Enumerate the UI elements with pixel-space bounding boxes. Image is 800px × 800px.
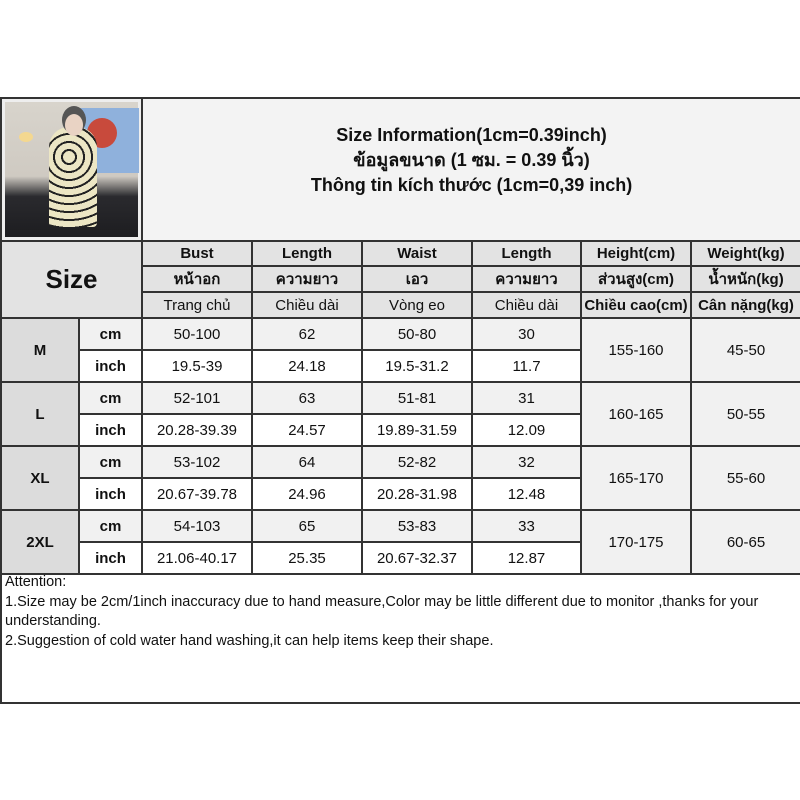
measurement-cell: 64	[251, 445, 363, 479]
column-header-vi: Chiều dài	[251, 291, 363, 319]
column-header-vi: Trang chủ	[141, 291, 253, 319]
size-label: M	[0, 317, 80, 383]
measurement-cell: 24.18	[251, 349, 363, 383]
column-header-en: Length	[251, 240, 363, 267]
measurement-cell: 11.7	[471, 349, 582, 383]
measurement-cell: 50-80	[361, 317, 473, 351]
table-row: inch 20.67-39.78 24.96 20.28-31.98 12.48	[1, 477, 800, 511]
measurement-cell: 50-100	[141, 317, 253, 351]
measurement-cell: 12.87	[471, 541, 582, 575]
unit-label: cm	[78, 509, 143, 543]
measurement-cell: 12.09	[471, 413, 582, 447]
measurement-cell: 51-81	[361, 381, 473, 415]
measurement-cell: 54-103	[141, 509, 253, 543]
title-thai: ข้อมูลขนาด (1 ซม. = 0.39 นิ้ว)	[353, 150, 590, 170]
column-header-th: ความยาว	[251, 265, 363, 293]
weight-cell: 45-50	[689, 317, 800, 383]
measurement-cell: 19.89-31.59	[361, 413, 473, 447]
size-header: Size	[0, 240, 143, 319]
measurement-cell: 63	[251, 381, 363, 415]
column-header-th: เอว	[361, 265, 473, 293]
measurement-cell: 20.28-31.98	[361, 477, 473, 511]
measurement-cell: 20.67-32.37	[361, 541, 473, 575]
column-header-vi: Chiều cao(cm)	[580, 291, 692, 319]
weight-cell: 50-55	[689, 381, 800, 447]
table-row: inch 20.28-39.39 24.57 19.89-31.59 12.09	[1, 413, 800, 447]
size-label: L	[0, 381, 80, 447]
measurement-cell: 52-82	[361, 445, 473, 479]
attention-notes: Attention: 1.Size may be 2cm/1inch inacc…	[0, 572, 800, 704]
title-vietnamese: Thông tin kích thước (1cm=0,39 inch)	[310, 175, 633, 195]
attention-note-1: 1.Size may be 2cm/1inch inaccuracy due t…	[5, 593, 759, 630]
column-header-th: ความยาว	[471, 265, 582, 293]
column-header-vi: Chiều dài	[471, 291, 582, 319]
height-cell: 170-175	[580, 509, 692, 575]
table-row: XL cm 53-102 64 52-82 32 165-170 55-60	[0, 445, 800, 511]
measurement-cell: 19.5-39	[141, 349, 253, 383]
measurement-cell: 20.28-39.39	[141, 413, 253, 447]
measurement-cell: 24.57	[251, 413, 363, 447]
measurement-cell: 33	[471, 509, 582, 543]
measurement-cell: 65	[251, 509, 363, 543]
product-photo	[0, 97, 143, 242]
column-header-th: ส่วนสูง(cm)	[580, 265, 692, 293]
measurement-cell: 53-83	[361, 509, 473, 543]
attention-heading: Attention:	[5, 574, 67, 590]
chart-title: Size Information(1cm=0.39inch) ข้อมูลขนา…	[140, 97, 800, 242]
unit-label: inch	[78, 413, 143, 447]
column-header-th: หน้าอก	[141, 265, 253, 293]
column-header-vi: Cân nặng(kg)	[689, 291, 800, 319]
column-header-en: Weight(kg)	[689, 240, 800, 267]
attention-note-2: 2.Suggestion of cold water hand washing,…	[5, 632, 494, 649]
size-chart-table: Size Information(1cm=0.39inch) ข้อมูลขนา…	[0, 97, 800, 575]
column-header-en: Bust	[141, 240, 253, 267]
unit-label: inch	[78, 349, 143, 383]
measurement-cell: 21.06-40.17	[141, 541, 253, 575]
height-cell: 160-165	[580, 381, 692, 447]
unit-label: cm	[78, 445, 143, 479]
title-english: Size Information(1cm=0.39inch)	[336, 125, 607, 145]
table-row: 2XL cm 54-103 65 53-83 33 170-175 60-65	[0, 509, 800, 575]
column-header-en: Height(cm)	[580, 240, 692, 267]
size-label: 2XL	[0, 509, 80, 575]
column-header-vi: Vòng eo	[361, 291, 473, 319]
table-row: inch 19.5-39 24.18 19.5-31.2 11.7	[1, 349, 800, 383]
column-header-en: Length	[471, 240, 582, 267]
height-cell: 165-170	[580, 445, 692, 511]
measurement-cell: 20.67-39.78	[141, 477, 253, 511]
measurement-cell: 53-102	[141, 445, 253, 479]
measurement-cell: 30	[471, 317, 582, 351]
measurement-cell: 62	[251, 317, 363, 351]
unit-label: cm	[78, 381, 143, 415]
height-cell: 155-160	[580, 317, 692, 383]
measurement-cell: 52-101	[141, 381, 253, 415]
size-label: XL	[0, 445, 80, 511]
column-header-th: น้ำหนัก(kg)	[689, 265, 800, 293]
column-header-en: Waist	[361, 240, 473, 267]
measurement-cell: 31	[471, 381, 582, 415]
weight-cell: 60-65	[689, 509, 800, 575]
measurement-cell: 12.48	[471, 477, 582, 511]
weight-cell: 55-60	[689, 445, 800, 511]
table-row: inch 21.06-40.17 25.35 20.67-32.37 12.87	[1, 541, 800, 575]
measurement-cell: 32	[471, 445, 582, 479]
unit-label: inch	[78, 477, 143, 511]
measurement-cell: 19.5-31.2	[361, 349, 473, 383]
unit-label: cm	[78, 317, 143, 351]
unit-label: inch	[78, 541, 143, 575]
measurement-cell: 25.35	[251, 541, 363, 575]
measurement-cell: 24.96	[251, 477, 363, 511]
